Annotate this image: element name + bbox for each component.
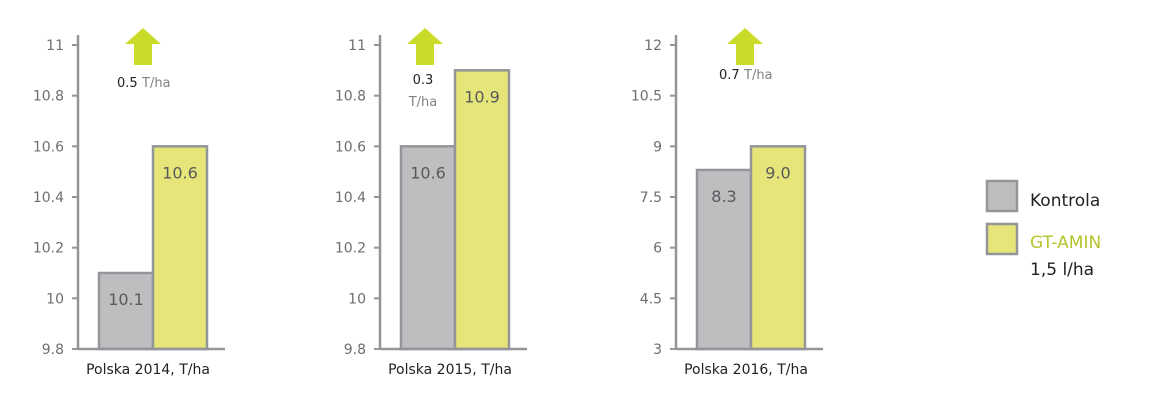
bar-value-label: 10.6 [410,163,446,182]
legend-label-gtamin-dose: 1,5 l/ha [1030,260,1094,280]
y-tick-label: 10.6 [335,139,366,155]
increase-arrow-icon [727,28,763,65]
increase-value: 0.7 [719,68,740,83]
increase-unit: T/ha [408,95,438,110]
y-tick-label: 10.5 [631,89,662,105]
bar-gtamin [453,69,511,351]
y-tick-label: 10 [46,291,64,307]
y-tick-label: 6 [653,241,662,257]
bar-gtamin [151,145,209,351]
bar-value-label: 10.9 [464,87,500,106]
y-tick-label: 10.4 [33,190,64,206]
chart-2: 10.6 10.9 9.8 10 10.2 10.4 10.6 10.8 11 Polska 20… [335,28,527,378]
increase-unit: T/ha [141,76,171,91]
y-tick-label: 10.4 [335,190,366,206]
bar-value-label: 9.0 [765,163,790,182]
y-tick-label: 9.8 [344,342,366,358]
bar-gtamin [749,145,807,351]
bar-value-label: 10.6 [162,163,198,182]
y-tick-label: 9.8 [42,342,64,358]
chart-3: 8.3 9.0 3 4.5 6 7.5 9 10.5 12 Polska 2016, T/ha 0.… [631,28,823,378]
y-tick-label: 12 [644,38,662,54]
bar-kontrola [97,271,155,351]
y-tick-label: 3 [653,342,662,358]
legend-swatch-gtamin [985,222,1019,256]
x-axis-label: Polska 2014, T/ha [86,362,210,378]
legend-label-kontrola: Kontrola [1030,191,1100,211]
y-tick-label: 11 [348,38,366,54]
x-axis-label: Polska 2015, T/ha [388,362,512,378]
increase-value: 0.3 [413,73,434,88]
bar-value-label: 8.3 [711,187,736,206]
increase-arrow-icon [125,28,161,65]
y-tick-label: 10.8 [33,89,64,105]
y-tick-label: 10.8 [335,89,366,105]
y-tick-label: 4.5 [640,291,662,307]
increase-value: 0.5 [117,76,138,91]
y-tick-label: 10.6 [33,139,64,155]
increase-arrow-icon [407,28,443,65]
chart-1: 10.1 10.6 9.8 10 10.2 10.4 10.6 10.8 11 Polska 20… [33,28,225,378]
y-tick-label: 11 [46,38,64,54]
legend: Kontrola GT-AMIN 1,5 l/ha [985,179,1101,280]
y-tick-label: 10 [348,291,366,307]
legend-swatch-kontrola [985,179,1019,213]
y-tick-label: 9 [653,139,662,155]
legend-label-gtamin: GT-AMIN [1030,233,1101,253]
x-axis-label: Polska 2016, T/ha [684,362,808,378]
bar-value-label: 10.1 [108,290,144,309]
increase-unit: T/ha [743,68,773,83]
y-tick-label: 10.2 [335,241,366,257]
y-tick-label: 7.5 [640,190,662,206]
y-tick-label: 10.2 [33,241,64,257]
